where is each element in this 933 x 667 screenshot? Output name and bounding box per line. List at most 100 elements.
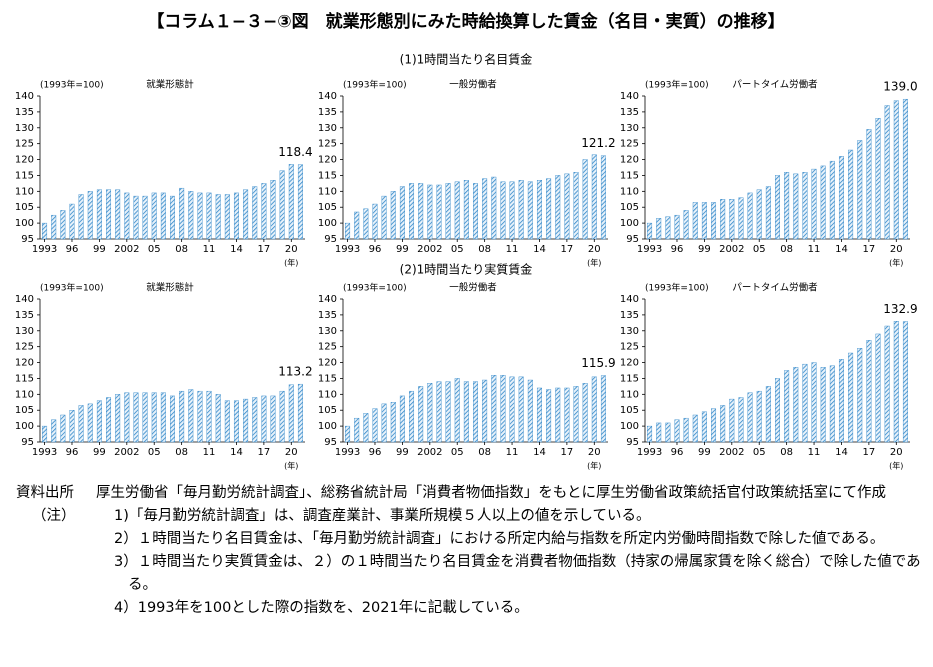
y-tick-label: 100	[318, 421, 337, 432]
y-unit: (1993年=100)	[645, 79, 709, 91]
x-tick-label: 11	[808, 244, 821, 255]
bar	[206, 192, 212, 240]
x-unit: (年)	[284, 461, 298, 471]
bar	[473, 183, 478, 240]
x-tick-label: 2002	[719, 244, 744, 255]
x-unit: (年)	[284, 258, 298, 268]
bar	[252, 397, 258, 443]
x-tick-label: 99	[93, 447, 106, 458]
bar	[829, 365, 835, 443]
bar	[647, 222, 653, 240]
bar	[518, 180, 524, 240]
y-tick-label: 140	[318, 294, 337, 305]
chart-title: パートタイム労働者	[732, 79, 817, 91]
bar	[491, 375, 497, 443]
y-tick-label: 140	[620, 294, 639, 305]
value-label: 113.2	[278, 365, 312, 379]
x-tick-label: 96	[671, 447, 684, 458]
x-tick-label: 99	[698, 244, 711, 255]
y-tick-label: 120	[15, 358, 34, 369]
charts: 【コラム１−３−③図 就業形態別にみた時給換算した賃金（名目・実質）の推移】 (…	[15, 11, 918, 471]
bar	[381, 403, 387, 443]
bar	[261, 183, 267, 240]
y-tick-label: 130	[318, 326, 337, 337]
x-tick-label: 1993	[32, 244, 57, 255]
y-tick-label: 115	[15, 373, 34, 384]
bar	[224, 194, 230, 240]
x-tick-label: 99	[93, 244, 106, 255]
bar	[893, 100, 899, 240]
y-tick-label: 135	[620, 107, 639, 118]
bar	[60, 414, 66, 443]
x-tick-label: 08	[175, 244, 188, 255]
chart-title: 一般労働者	[449, 282, 497, 294]
bar	[591, 376, 597, 443]
bar	[582, 383, 588, 443]
bar	[87, 191, 93, 240]
note-label: （注）	[32, 508, 76, 524]
bar	[345, 425, 351, 443]
y-tick-label: 95	[324, 437, 337, 448]
x-unit: (年)	[587, 258, 601, 268]
y-tick-label: 125	[15, 342, 34, 353]
bar	[893, 321, 899, 443]
x-tick-label: 05	[451, 447, 464, 458]
y-tick-label: 110	[620, 186, 639, 197]
x-tick-label: 11	[808, 447, 821, 458]
bar	[445, 183, 451, 240]
bar	[674, 214, 680, 240]
x-tick-label: 2002	[417, 244, 442, 255]
bar	[656, 218, 662, 240]
y-tick-label: 140	[15, 91, 34, 102]
bar	[51, 419, 57, 443]
x-tick-label: 05	[753, 244, 766, 255]
y-tick-label: 110	[15, 186, 34, 197]
x-tick-label: 99	[396, 447, 409, 458]
x-tick-label: 08	[175, 447, 188, 458]
y-tick-label: 100	[15, 218, 34, 229]
x-tick-label: 1993	[335, 244, 360, 255]
y-tick-label: 130	[620, 326, 639, 337]
bar	[151, 392, 157, 443]
bar	[197, 390, 203, 443]
x-tick-label: 05	[451, 244, 464, 255]
bar	[656, 422, 662, 443]
bar	[527, 379, 533, 443]
x-tick-label: 08	[478, 244, 491, 255]
y-tick-label: 95	[21, 437, 34, 448]
source-row: 資料出所 厚生労働省「毎月勤労統計調査」、総務省統計局「消費者物価指数」をもとに…	[16, 482, 921, 505]
bar	[802, 172, 808, 240]
y-tick-label: 120	[15, 155, 34, 166]
bar	[297, 383, 303, 443]
bar	[720, 199, 726, 240]
y-unit: (1993年=100)	[40, 79, 104, 91]
bar	[170, 395, 175, 443]
bar	[418, 386, 424, 443]
bar	[875, 333, 881, 443]
bar	[170, 195, 175, 240]
bar	[665, 422, 671, 443]
bar	[573, 386, 579, 443]
bar	[857, 348, 863, 443]
bar	[78, 194, 84, 240]
y-tick-label: 135	[318, 310, 337, 321]
bar	[775, 378, 780, 443]
bar	[600, 375, 606, 443]
x-tick-label: 20	[285, 447, 298, 458]
note-item: 3）１時間当たり実質賃金は、２）の１時間当たり名目賃金を消費者物価指数（持家の帰…	[114, 554, 921, 593]
bar	[427, 184, 433, 240]
bar	[674, 419, 680, 443]
y-tick-label: 130	[620, 123, 639, 134]
bar	[51, 214, 57, 240]
bar	[802, 363, 808, 443]
y-tick-label: 140	[620, 91, 639, 102]
y-tick-label: 105	[620, 202, 639, 213]
x-tick-label: 11	[506, 447, 519, 458]
y-unit: (1993年=100)	[40, 282, 104, 294]
bar	[536, 180, 542, 240]
bar	[600, 155, 606, 240]
y-tick-label: 110	[318, 389, 337, 400]
note-item: 1)「毎月勤労統計調査」は、調査産業計、事業所規模５人以上の値を示している。	[114, 508, 651, 524]
bar	[564, 173, 570, 240]
